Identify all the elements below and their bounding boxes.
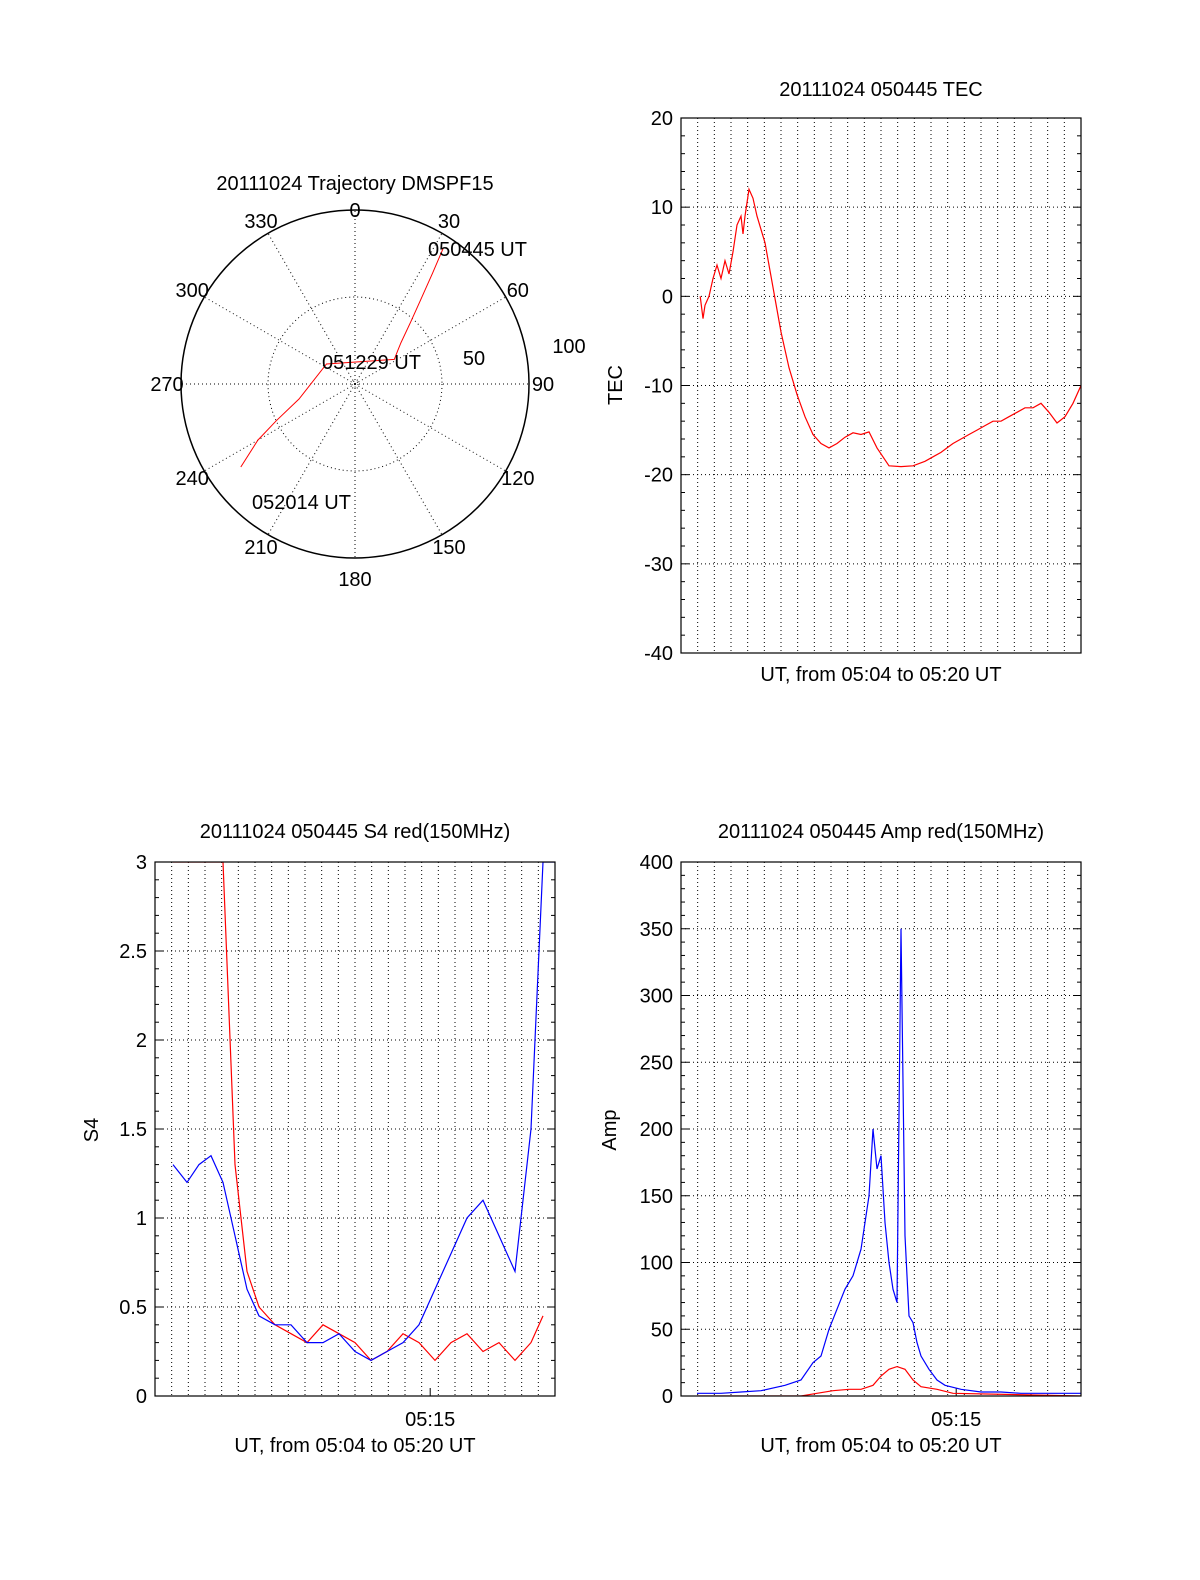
azimuth-label: 270 xyxy=(150,374,183,396)
amp-ytick-label: 300 xyxy=(640,986,673,1008)
s4-ytick-label: 3 xyxy=(136,852,147,874)
s4-title: 20111024 050445 S4 red(150MHz) xyxy=(200,821,511,843)
trajectory-polar-panel: 20111024 Trajectory DMSPF15 0 30 60 90 120 15… xyxy=(150,173,585,591)
amp-series-line xyxy=(697,1365,1081,1396)
s4-ytick-label: 2.5 xyxy=(119,941,147,963)
trajectory-time-label: 052014 UT xyxy=(252,492,351,514)
s4-plot-frame xyxy=(154,861,556,1397)
tec-series-line xyxy=(699,187,1081,468)
azimuth-label: 210 xyxy=(244,537,277,559)
amp-series-line xyxy=(697,928,1081,1394)
polar-center-marker xyxy=(351,380,359,388)
amp-ytick-label: 350 xyxy=(640,919,673,941)
amp-ytick-label: 250 xyxy=(640,1052,673,1074)
polar-spoke xyxy=(354,233,443,385)
s4-ytick-label: 0 xyxy=(136,1386,147,1408)
tec-title: 20111024 050445 TEC xyxy=(779,79,983,101)
amp-plot-frame xyxy=(680,861,1082,1397)
polar-spoke xyxy=(354,296,506,385)
tec-plot-frame xyxy=(680,117,1082,654)
amp-ytick-label: 0 xyxy=(662,1386,673,1408)
s4-series-line xyxy=(172,862,555,1362)
s4-ytick-label: 1.5 xyxy=(119,1119,147,1141)
s4-ytick-label: 1 xyxy=(136,1208,147,1230)
polar-spoke xyxy=(204,296,356,385)
tec-panel: 20111024 050445 TEC UT, from 05:04 to 05… xyxy=(605,79,1082,686)
radius-label: 100 xyxy=(552,336,585,358)
polar-spoke xyxy=(267,233,356,385)
amp-ylabel: Amp xyxy=(599,1109,621,1150)
polar-spoke xyxy=(354,383,506,472)
azimuth-label: 300 xyxy=(175,280,208,302)
amp-xtick-label: 05:15 xyxy=(931,1409,981,1431)
azimuth-label: 150 xyxy=(432,537,465,559)
tec-ytick-label: 0 xyxy=(662,286,673,308)
amp-title: 20111024 050445 Amp red(150MHz) xyxy=(718,821,1044,843)
trajectory-line xyxy=(240,247,444,468)
azimuth-label: 330 xyxy=(244,211,277,233)
s4-series-line xyxy=(173,862,544,1362)
s4-ytick-label: 2 xyxy=(136,1030,147,1052)
azimuth-label: 0 xyxy=(349,200,360,222)
amp-ytick-label: 50 xyxy=(651,1319,673,1341)
s4-xlabel: UT, from 05:04 to 05:20 UT xyxy=(234,1435,475,1457)
tec-ytick-label: -40 xyxy=(644,643,673,665)
amp-ytick-label: 400 xyxy=(640,852,673,874)
trajectory-time-label: 050445 UT xyxy=(428,239,527,261)
polar-spoke xyxy=(204,383,356,472)
amp-panel: 20111024 050445 Amp red(150MHz) UT, from… xyxy=(599,821,1082,1457)
radius-label: 50 xyxy=(463,348,485,370)
amp-xlabel: UT, from 05:04 to 05:20 UT xyxy=(760,1435,1001,1457)
polar-outer-circle xyxy=(180,209,530,559)
polar-title: 20111024 Trajectory DMSPF15 xyxy=(216,173,493,195)
s4-ylabel: S4 xyxy=(81,1118,103,1142)
trajectory-time-label: 051229 UT xyxy=(322,352,421,374)
amp-ytick-label: 150 xyxy=(640,1186,673,1208)
tec-ytick-label: 10 xyxy=(651,197,673,219)
azimuth-label: 240 xyxy=(175,468,208,490)
amp-ytick-label: 100 xyxy=(640,1253,673,1275)
azimuth-label: 180 xyxy=(338,569,371,591)
tec-ytick-label: 20 xyxy=(651,108,673,130)
tec-ylabel: TEC xyxy=(605,365,627,405)
azimuth-label: 60 xyxy=(507,280,529,302)
azimuth-label: 120 xyxy=(501,468,534,490)
tec-ytick-label: -10 xyxy=(644,376,673,398)
polar-spoke xyxy=(354,383,443,535)
s4-xtick-label: 05:15 xyxy=(405,1409,455,1431)
polar-spoke xyxy=(267,383,356,535)
s4-ytick-label: 0.5 xyxy=(119,1297,147,1319)
azimuth-label: 30 xyxy=(438,211,460,233)
tec-ytick-label: -30 xyxy=(644,554,673,576)
s4-panel: 20111024 050445 S4 red(150MHz) UT, from … xyxy=(81,821,556,1457)
tec-xlabel: UT, from 05:04 to 05:20 UT xyxy=(760,664,1001,686)
amp-ytick-label: 200 xyxy=(640,1119,673,1141)
azimuth-label: 90 xyxy=(532,374,554,396)
polar-grid-circle xyxy=(267,296,443,472)
tec-ytick-label: -20 xyxy=(644,465,673,487)
